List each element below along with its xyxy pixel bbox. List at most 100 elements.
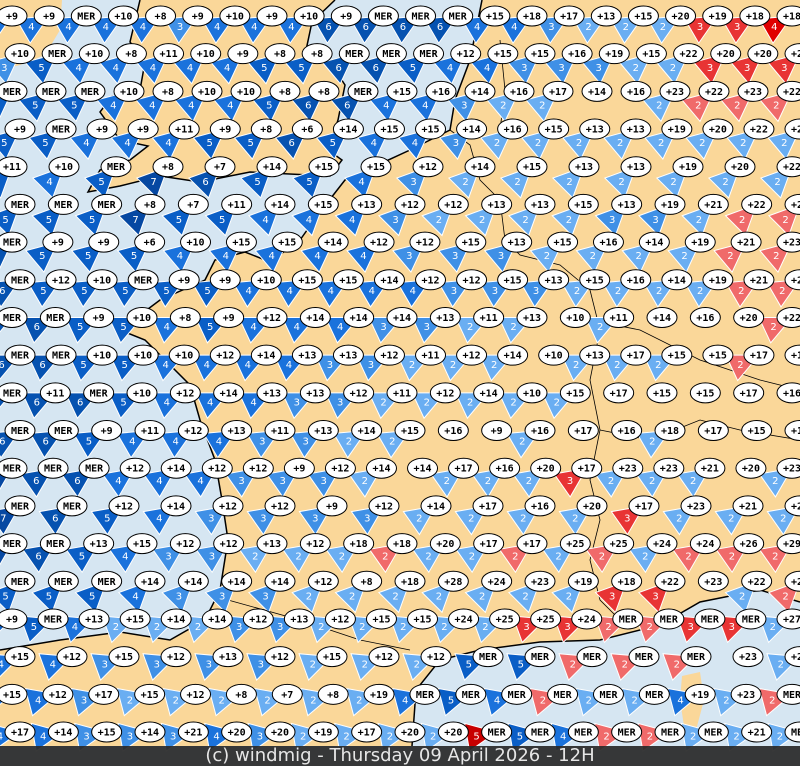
station-bubble[interactable] xyxy=(221,420,253,442)
station-bubble[interactable] xyxy=(620,269,652,291)
station-bubble[interactable] xyxy=(363,683,395,705)
station-bubble[interactable] xyxy=(503,80,535,102)
station-bubble[interactable] xyxy=(201,457,233,479)
station-bubble[interactable] xyxy=(409,231,441,253)
station-bubble[interactable] xyxy=(324,457,356,479)
station-bubble[interactable] xyxy=(365,608,397,630)
station-bubble[interactable] xyxy=(735,608,767,630)
station-bubble[interactable] xyxy=(386,306,418,328)
station-bubble[interactable] xyxy=(442,5,474,27)
station-bubble[interactable] xyxy=(646,533,678,555)
station-bubble[interactable] xyxy=(784,193,800,215)
station-bubble[interactable] xyxy=(481,570,513,592)
station-bubble[interactable] xyxy=(317,683,349,705)
station-bubble[interactable] xyxy=(86,344,118,366)
station-bubble[interactable] xyxy=(501,683,533,705)
station-bubble[interactable] xyxy=(680,495,712,517)
station-bubble[interactable] xyxy=(524,43,556,65)
station-bubble[interactable] xyxy=(308,80,340,102)
station-bubble[interactable] xyxy=(330,5,362,27)
station-bubble[interactable] xyxy=(351,420,383,442)
station-bubble[interactable] xyxy=(91,420,123,442)
station-bubble[interactable] xyxy=(456,344,488,366)
station-bubble[interactable] xyxy=(611,193,643,215)
station-bubble[interactable] xyxy=(784,43,800,65)
station-bubble[interactable] xyxy=(108,495,140,517)
station-bubble[interactable] xyxy=(283,608,315,630)
station-bubble[interactable] xyxy=(209,118,241,140)
station-bubble[interactable] xyxy=(501,231,533,253)
station-bubble[interactable] xyxy=(169,533,201,555)
station-bubble[interactable] xyxy=(180,683,212,705)
station-bubble[interactable] xyxy=(191,80,223,102)
station-bubble[interactable] xyxy=(177,193,209,215)
station-bubble[interactable] xyxy=(409,683,441,705)
station-bubble[interactable] xyxy=(538,344,570,366)
station-bubble[interactable] xyxy=(264,646,296,668)
station-bubble[interactable] xyxy=(37,608,69,630)
station-bubble[interactable] xyxy=(776,608,800,630)
station-bubble[interactable] xyxy=(230,80,262,102)
station-bubble[interactable] xyxy=(4,43,36,65)
station-bubble[interactable] xyxy=(152,80,184,102)
station-bubble[interactable] xyxy=(39,306,71,328)
station-bubble[interactable] xyxy=(743,344,775,366)
station-bubble[interactable] xyxy=(415,269,447,291)
station-bubble[interactable] xyxy=(739,5,771,27)
station-bubble[interactable] xyxy=(473,533,505,555)
station-bubble[interactable] xyxy=(611,570,643,592)
station-bubble[interactable] xyxy=(661,344,693,366)
station-bubble[interactable] xyxy=(571,608,603,630)
station-bubble[interactable] xyxy=(730,683,762,705)
station-bubble[interactable] xyxy=(88,683,120,705)
station-bubble[interactable] xyxy=(307,193,339,215)
station-bubble[interactable] xyxy=(733,306,765,328)
station-bubble[interactable] xyxy=(37,457,69,479)
station-bubble[interactable] xyxy=(730,231,762,253)
station-bubble[interactable] xyxy=(592,683,624,705)
station-bubble[interactable] xyxy=(590,5,622,27)
station-bubble[interactable] xyxy=(576,495,608,517)
station-bubble[interactable] xyxy=(627,5,659,27)
station-bubble[interactable] xyxy=(429,533,461,555)
station-bubble[interactable] xyxy=(256,156,288,178)
station-bubble[interactable] xyxy=(307,570,339,592)
station-bubble[interactable] xyxy=(209,344,241,366)
station-bubble[interactable] xyxy=(481,721,513,743)
station-bubble[interactable] xyxy=(567,193,599,215)
station-bubble[interactable] xyxy=(743,269,775,291)
station-bubble[interactable] xyxy=(4,721,36,743)
station-bubble[interactable] xyxy=(160,457,192,479)
station-bubble[interactable] xyxy=(168,269,200,291)
station-bubble[interactable] xyxy=(182,5,214,27)
station-bubble[interactable] xyxy=(620,344,652,366)
station-bubble[interactable] xyxy=(702,5,734,27)
station-bubble[interactable] xyxy=(603,306,635,328)
station-bubble[interactable] xyxy=(413,43,445,65)
station-bubble[interactable] xyxy=(567,721,599,743)
station-bubble[interactable] xyxy=(456,269,488,291)
station-bubble[interactable] xyxy=(694,608,726,630)
station-bubble[interactable] xyxy=(472,646,504,668)
station-bubble[interactable] xyxy=(299,382,331,404)
station-bubble[interactable] xyxy=(78,43,110,65)
station-bubble[interactable] xyxy=(547,683,579,705)
station-bubble[interactable] xyxy=(180,231,212,253)
station-bubble[interactable] xyxy=(221,721,253,743)
station-bubble[interactable] xyxy=(710,43,742,65)
station-bubble[interactable] xyxy=(694,457,726,479)
station-bubble[interactable] xyxy=(250,344,282,366)
station-bubble[interactable] xyxy=(620,118,652,140)
station-bubble[interactable] xyxy=(134,231,166,253)
station-bubble[interactable] xyxy=(4,269,36,291)
station-bubble[interactable] xyxy=(638,231,670,253)
station-bubble[interactable] xyxy=(776,5,800,27)
station-bubble[interactable] xyxy=(456,118,488,140)
station-bubble[interactable] xyxy=(368,646,400,668)
station-bubble[interactable] xyxy=(169,382,201,404)
station-bubble[interactable] xyxy=(680,646,712,668)
station-bubble[interactable] xyxy=(689,382,721,404)
station-bubble[interactable] xyxy=(256,533,288,555)
station-bubble[interactable] xyxy=(654,570,686,592)
